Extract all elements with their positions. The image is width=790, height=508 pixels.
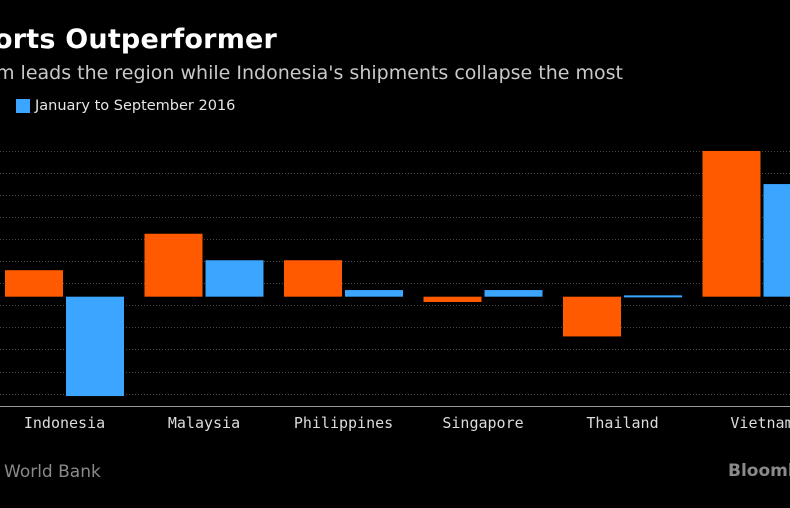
x-tick-label-philippines: Philippines bbox=[294, 414, 393, 432]
x-tick-label-indonesia: Indonesia bbox=[24, 414, 105, 432]
chart-subtitle: m leads the region while Indonesia's shi… bbox=[0, 62, 623, 84]
source-note: World Bank bbox=[4, 462, 101, 482]
x-tick-label-malaysia: Malaysia bbox=[168, 414, 240, 432]
bar-indonesia-series-1 bbox=[5, 270, 63, 297]
x-tick-label-singapore: Singapore bbox=[442, 414, 523, 432]
bar-singapore-series-1 bbox=[423, 296, 482, 302]
brand-logo: Bloomb bbox=[728, 461, 790, 481]
bar-vietnam-series-1 bbox=[702, 150, 761, 297]
bar-philippines-series-2 bbox=[345, 290, 403, 297]
x-tick-label-thailand: Thailand bbox=[586, 414, 658, 432]
bar-vietnam-series-2 bbox=[763, 184, 790, 297]
bar-thailand-series-1 bbox=[563, 296, 621, 337]
legend: January to September 2016 bbox=[16, 98, 235, 114]
chart-title: orts Outperformer bbox=[0, 24, 278, 55]
bar-thailand-series-2 bbox=[624, 295, 682, 298]
bar-malaysia-series-2 bbox=[205, 260, 264, 297]
bar-singapore-series-2 bbox=[484, 290, 543, 297]
bar-indonesia-series-2 bbox=[66, 296, 124, 397]
bar-malaysia-series-1 bbox=[144, 233, 203, 297]
legend-label: January to September 2016 bbox=[35, 98, 236, 114]
bar-philippines-series-1 bbox=[284, 260, 342, 297]
legend-swatch-blue bbox=[16, 99, 30, 113]
x-tick-label-vietnam: Vietnam bbox=[730, 414, 790, 432]
